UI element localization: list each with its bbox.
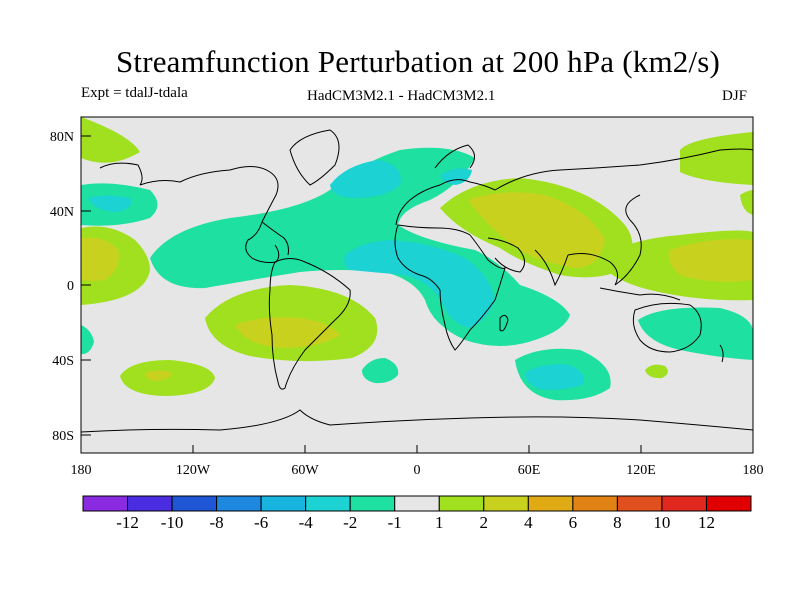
coastline-madagascar <box>499 314 509 332</box>
colorbar-swatch <box>349 495 396 512</box>
lat-axis: 80N 40N 0 40S 80S <box>50 130 91 444</box>
lon-label-60w: 60W <box>291 463 319 478</box>
coastline-antarctica <box>81 409 753 433</box>
colorbar-swatch <box>572 495 618 512</box>
contour-negative-north-atlantic <box>330 160 401 198</box>
colorbar-swatch <box>260 495 307 512</box>
contour-positive-east-pacific <box>668 239 753 282</box>
contour-positive-arctic-east <box>680 132 753 185</box>
coastline-layer <box>81 129 753 433</box>
colorbar-swatch <box>216 495 262 512</box>
coastline-india <box>534 249 569 287</box>
coastline-greenland <box>289 129 340 186</box>
coastline-asia <box>494 148 753 191</box>
season-label: DJF <box>722 88 748 104</box>
contour-positive-east-atlantic <box>740 190 753 215</box>
coastline-new-zealand <box>719 344 724 363</box>
colorbar-swatch <box>438 495 485 512</box>
lon-label-0: 0 <box>414 463 421 478</box>
colorbar-swatch <box>616 495 663 512</box>
colorbar-swatch <box>661 495 707 512</box>
coastline-scandinavia <box>434 144 475 169</box>
coastline-africa <box>394 224 506 351</box>
lon-label-120w: 120W <box>176 463 211 478</box>
colorbar-label: 4 <box>524 513 533 532</box>
coastline-australia <box>632 302 702 353</box>
coastline-north-america <box>139 166 280 263</box>
colorbar-label: -8 <box>210 513 224 532</box>
coastline-arabia <box>487 237 525 273</box>
contour-positive-south-pacific-core <box>145 370 172 381</box>
coastline-southeast-asia <box>567 194 642 286</box>
lat-label-80s: 80S <box>52 429 74 444</box>
lat-label-80n: 80N <box>50 130 74 145</box>
colorbar-label: 1 <box>435 513 444 532</box>
coastline-south-america <box>268 258 351 390</box>
contour-fill-layer <box>81 117 753 401</box>
lon-axis: 180 120W 60W 0 60E 120E 180 <box>71 445 764 478</box>
lon-label-180e: 180 <box>743 463 764 478</box>
colorbar-swatch <box>527 495 574 512</box>
contour-negative-west-edge <box>81 325 94 355</box>
map-title: Streamfunction Perturbation at 200 hPa (… <box>115 44 721 79</box>
contour-positive-south-indian <box>645 364 668 379</box>
contour-positive-south-atlantic <box>235 317 340 348</box>
lon-label-120e: 120E <box>626 463 656 478</box>
colorbar-swatch <box>394 495 440 512</box>
colorbar-label: -2 <box>343 513 357 532</box>
lat-label-40s: 40S <box>52 354 74 369</box>
colorbar-swatch <box>171 495 218 512</box>
colorbar-label: 8 <box>613 513 622 532</box>
coastline-indonesia <box>599 287 681 301</box>
lon-label-60e: 60E <box>518 463 541 478</box>
colorbar-label: 2 <box>480 513 489 532</box>
contour-positive-central-asia <box>468 192 605 268</box>
colorbar-swatch <box>82 495 129 512</box>
colorbar-swatch <box>305 495 351 512</box>
model-label: HadCM3M2.1 - HadCM3M2.1 <box>307 88 496 104</box>
colorbar-label: -4 <box>299 513 314 532</box>
colorbar-swatch <box>127 495 173 512</box>
colorbar-swatch <box>483 495 529 512</box>
coastline-europe <box>395 179 496 226</box>
colorbar-label: 10 <box>653 513 670 532</box>
colorbar-label: -10 <box>161 513 184 532</box>
colorbar-label: 12 <box>698 513 715 532</box>
colorbar-label: -12 <box>116 513 139 532</box>
lat-label-0: 0 <box>67 279 74 294</box>
coastline-alaska <box>99 162 143 186</box>
lon-label-180w: 180 <box>71 463 92 478</box>
contour-negative-africa-core <box>344 240 495 328</box>
contour-negative-south-atlantic <box>362 358 399 384</box>
contour-negative-indian-core <box>525 364 585 390</box>
lat-label-40n: 40N <box>50 205 74 220</box>
contour-negative-north-pacific-core <box>88 195 132 212</box>
colorbar: -12 -10 -8 -6 -4 -2 -1 1 2 4 6 8 10 12 <box>82 495 752 532</box>
coastline-central-america <box>261 221 289 256</box>
colorbar-label: 6 <box>569 513 578 532</box>
contour-positive-arctic-west <box>81 117 140 163</box>
colorbar-label: -1 <box>388 513 402 532</box>
contour-negative-caribbean <box>225 225 267 250</box>
contour-negative-south-pacific <box>638 307 753 360</box>
colorbar-label: -6 <box>254 513 268 532</box>
experiment-label: Expt = tdalJ-tdala <box>81 85 188 101</box>
contour-positive-mid-pacific <box>81 237 119 281</box>
colorbar-swatch <box>705 495 752 512</box>
